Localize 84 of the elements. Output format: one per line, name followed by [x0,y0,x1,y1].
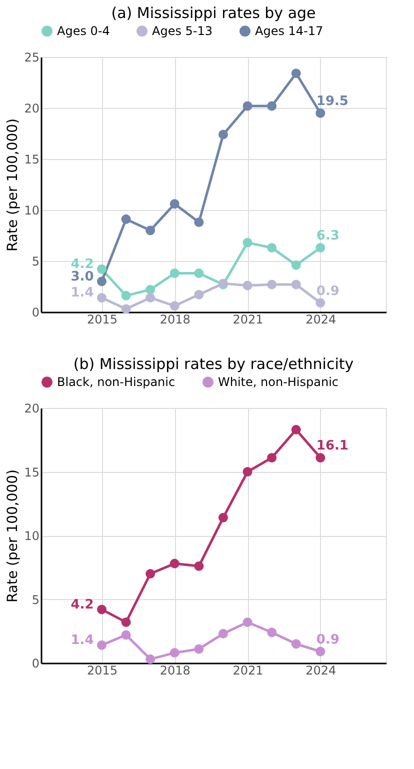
point [316,452,326,462]
y-tick-label: 0 [32,306,40,320]
chart-title: (b) Mississippi rates by race/ethnicity [73,355,354,373]
data-label: 16.1 [316,438,348,454]
point [316,646,326,656]
y-tick-label: 20 [24,402,40,416]
point [146,654,156,664]
y-axis-title: Rate (per 100,000) [5,118,22,252]
point [242,467,252,476]
point [291,68,301,78]
point [242,238,252,248]
data-label: 0.9 [316,632,340,648]
point [194,218,204,227]
point [194,644,204,654]
y-tick-label: 20 [24,102,40,116]
point [267,101,277,111]
data-label: 1.4 [70,633,94,648]
y-tick-label: 5 [32,592,40,607]
x-tick-label: 2021 [232,312,264,326]
y-tick-label: 5 [32,254,40,268]
point [194,268,204,278]
point [121,290,131,300]
data-label: 4.2 [70,597,94,612]
x-tick-label: 2018 [160,312,190,326]
point [146,226,156,236]
point [170,301,180,311]
point [146,292,156,302]
point [267,280,277,290]
point [96,276,106,286]
point [316,298,326,308]
point [121,304,131,314]
y-tick-label: 10 [24,204,40,218]
point [194,290,204,300]
point [121,617,131,627]
point [170,268,180,278]
point [170,199,180,209]
legend-label: Black, non-Hispanic [57,375,176,390]
point [96,640,106,650]
y-axis-title: Rate (per 100,000) [5,469,22,603]
legend-label: Ages 5-13 [152,24,213,38]
y-tick-label: 15 [24,465,40,480]
point [242,280,252,290]
point [316,108,326,118]
x-tick-label: 2024 [306,312,336,326]
x-tick-label: 2021 [232,664,264,678]
legend-label: Ages 14-17 [255,24,324,38]
data-label: 1.4 [70,286,94,301]
data-label: 19.5 [316,94,348,110]
point [170,648,180,658]
point [146,284,156,294]
point [242,101,252,111]
point [267,243,277,252]
x-tick-label: 2015 [86,664,118,678]
legend-label: Ages 0-4 [57,24,110,38]
data-label: 0.9 [316,284,340,299]
data-label: 6.3 [316,228,340,244]
point [267,452,277,462]
y-tick-label: 0 [32,656,40,670]
point [194,561,204,571]
point [291,280,301,290]
x-tick-label: 2015 [86,312,118,326]
x-tick-label: 2018 [160,664,190,678]
point [146,569,156,578]
point [316,243,326,252]
legend-label: White, non-Hispanic [218,375,339,390]
point [291,639,301,649]
chart-title: (a) Mississippi rates by age [111,4,316,22]
y-tick-label: 25 [24,50,40,64]
point [218,628,228,638]
point [267,628,277,638]
point [170,558,180,568]
point [96,604,106,614]
point [218,512,228,522]
point [121,630,131,640]
point [242,617,252,627]
x-tick-label: 2024 [306,664,336,678]
y-tick-label: 10 [24,529,40,543]
point [96,292,106,302]
y-tick-label: 15 [24,152,40,166]
point [291,424,301,434]
point [218,130,228,140]
point [96,264,106,274]
point [121,214,131,224]
point [291,260,301,270]
